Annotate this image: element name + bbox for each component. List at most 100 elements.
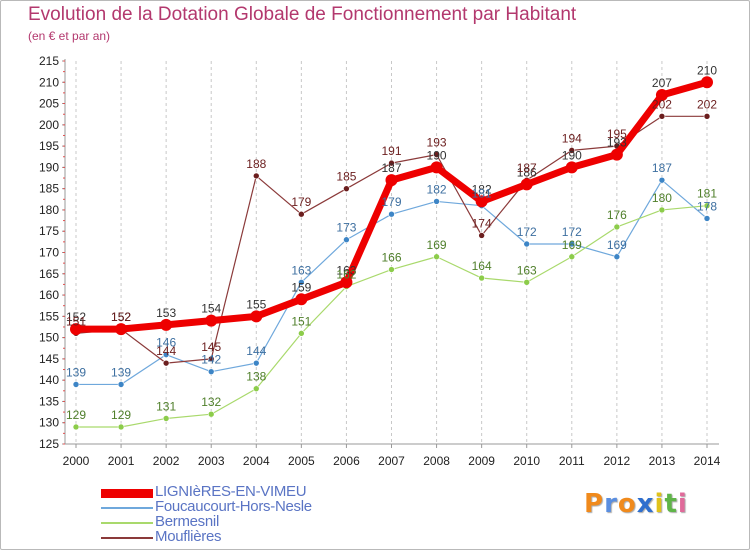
data-point <box>343 185 350 192</box>
data-label: 152 <box>111 310 131 324</box>
data-label: 138 <box>246 370 266 384</box>
data-label: 191 <box>381 144 401 158</box>
data-point <box>701 76 713 89</box>
x-tick-label: 2011 <box>559 454 585 468</box>
data-point <box>385 174 398 187</box>
data-label: 166 <box>381 251 401 265</box>
data-point <box>658 113 666 120</box>
legend-label: Bermesnil <box>155 513 219 530</box>
logo-letter: t <box>664 489 678 519</box>
x-tick-label: 2010 <box>513 454 540 468</box>
x-tick-label: 2008 <box>423 454 450 468</box>
y-tick-label: 165 <box>39 267 59 281</box>
gridlines <box>75 61 708 444</box>
data-point <box>298 278 305 286</box>
chart-title: Evolution de la Dotation Globale de Fonc… <box>28 4 577 25</box>
data-label: 182 <box>427 182 447 196</box>
x-tick-label: 2003 <box>198 454 225 468</box>
data-label: 182 <box>472 182 492 196</box>
data-point <box>117 423 125 431</box>
data-label: 210 <box>697 63 717 77</box>
data-label: 169 <box>607 238 627 252</box>
y-tick-label: 130 <box>39 416 59 430</box>
y-tick-label: 200 <box>39 118 59 132</box>
data-label: 194 <box>562 131 582 145</box>
data-label: 139 <box>111 365 131 379</box>
data-point <box>205 314 218 327</box>
data-point <box>207 368 215 375</box>
data-label: 179 <box>291 195 311 209</box>
data-label: 176 <box>607 208 627 222</box>
data-label: 195 <box>607 127 627 141</box>
data-label: 129 <box>66 408 86 422</box>
logo-letter: x <box>636 489 655 519</box>
proxiti-logo: Proxiti <box>584 489 688 519</box>
x-tick-label: 2004 <box>243 454 270 468</box>
data-label: 172 <box>562 225 582 239</box>
data-point <box>117 381 125 388</box>
y-tick-label: 180 <box>39 203 59 217</box>
data-point <box>388 210 395 218</box>
data-label: 162 <box>336 268 356 282</box>
data-point <box>703 202 711 209</box>
data-point <box>207 355 215 363</box>
data-label: 154 <box>201 302 221 316</box>
data-point <box>478 274 485 282</box>
data-point <box>613 253 621 261</box>
data-point <box>340 276 353 289</box>
data-label: 146 <box>156 336 176 350</box>
x-tick-label: 2006 <box>333 454 360 468</box>
data-point <box>343 236 350 244</box>
logo-letter: i <box>654 489 665 519</box>
data-label: 185 <box>336 170 356 184</box>
data-point <box>72 381 80 388</box>
data-point <box>70 323 82 336</box>
data-point <box>433 198 440 205</box>
data-point <box>610 148 623 161</box>
data-point <box>207 410 215 418</box>
x-axis-ticks: 2000 2001 2002 2003 2004 2005 2006 2007 2008 2009… <box>63 444 721 468</box>
data-label: 139 <box>66 365 86 379</box>
data-label: 145 <box>201 340 221 354</box>
data-point <box>658 176 666 184</box>
y-axis-ticks: 125 130 135 140 145 150 155 160 165 170 175 180 185 1… <box>39 54 65 451</box>
data-point <box>162 415 170 422</box>
x-tick-label: 2014 <box>694 454 721 468</box>
y-tick-label: 190 <box>39 160 59 174</box>
data-point <box>568 253 576 261</box>
x-tick-label: 2005 <box>288 454 315 468</box>
data-point <box>160 318 173 331</box>
data-label: 187 <box>652 161 672 175</box>
data-point <box>703 113 711 120</box>
data-point <box>655 89 668 102</box>
y-tick-label: 135 <box>39 394 59 408</box>
data-label: 163 <box>336 263 356 277</box>
logo-letter: P <box>584 489 605 519</box>
data-label: 169 <box>427 238 447 252</box>
y-tick-label: 140 <box>39 373 59 387</box>
data-point <box>658 206 666 214</box>
x-tick-label: 2000 <box>63 454 90 468</box>
data-label: 174 <box>472 216 492 230</box>
data-point <box>162 359 170 367</box>
legend-label: Foucaucourt-Hors-Nesle <box>155 498 312 515</box>
data-point <box>250 310 263 323</box>
data-label: 180 <box>652 191 672 205</box>
data-point <box>523 240 531 248</box>
y-tick-label: 215 <box>39 54 59 68</box>
legend-label: LIGNIèRES-EN-VIMEU <box>155 483 307 500</box>
data-label: 181 <box>697 187 717 201</box>
data-point <box>430 161 443 174</box>
legend-swatch <box>101 507 153 509</box>
data-label: 193 <box>427 136 447 150</box>
legend-swatch <box>101 488 153 498</box>
data-point <box>523 278 531 286</box>
logo-letter: o <box>617 489 637 519</box>
data-label: 144 <box>156 344 176 358</box>
x-tick-label: 2002 <box>153 454 180 468</box>
data-label: 188 <box>246 157 266 171</box>
data-point <box>568 147 576 154</box>
data-point <box>520 178 533 191</box>
